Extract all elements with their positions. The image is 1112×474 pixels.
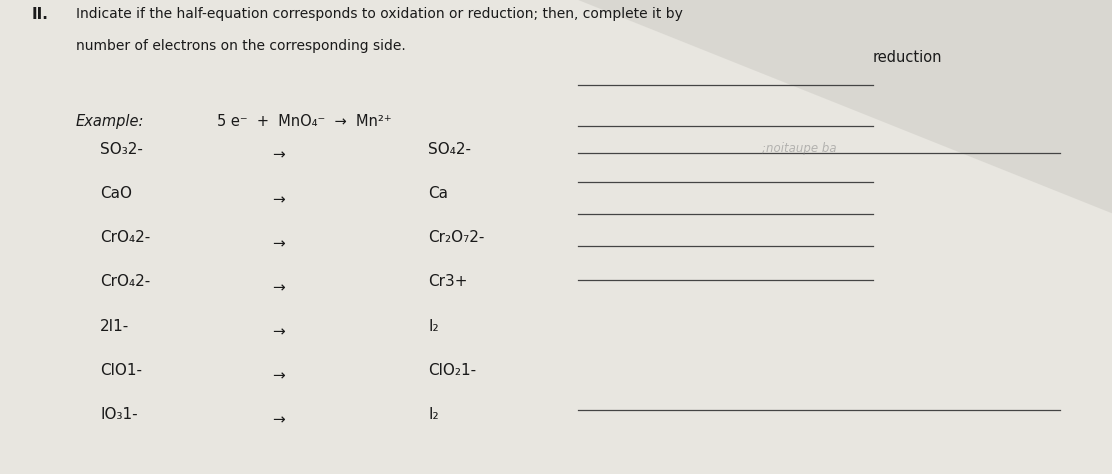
Text: →: → — [272, 280, 285, 295]
Text: ClO1-: ClO1- — [100, 363, 142, 378]
Text: →: → — [272, 236, 285, 251]
Text: Indicate if the half-equation corresponds to oxidation or reduction; then, compl: Indicate if the half-equation correspond… — [76, 7, 683, 21]
Text: ;noitaupe ba: ;noitaupe ba — [762, 142, 836, 155]
Text: number of electrons on the corresponding side.: number of electrons on the corresponding… — [76, 39, 406, 53]
Text: →: → — [272, 148, 285, 163]
Text: →: → — [272, 192, 285, 207]
Text: I₂: I₂ — [428, 407, 439, 422]
Text: Cr₂O₇2-: Cr₂O₇2- — [428, 230, 485, 246]
Text: →: → — [272, 368, 285, 383]
Text: IO₃1-: IO₃1- — [100, 407, 138, 422]
Text: II.: II. — [31, 7, 48, 22]
Text: →: → — [272, 412, 285, 428]
Text: Ca: Ca — [428, 186, 448, 201]
Text: CrO₄2-: CrO₄2- — [100, 274, 150, 290]
Text: Cr3+: Cr3+ — [428, 274, 468, 290]
Text: reduction: reduction — [873, 50, 943, 65]
Text: 5 e⁻  +  MnO₄⁻  →  Mn²⁺: 5 e⁻ + MnO₄⁻ → Mn²⁺ — [217, 114, 391, 129]
Text: 2I1-: 2I1- — [100, 319, 129, 334]
Text: →: → — [272, 324, 285, 339]
Polygon shape — [578, 0, 1112, 213]
Text: ClO₂1-: ClO₂1- — [428, 363, 476, 378]
Text: I₂: I₂ — [428, 319, 439, 334]
Text: SO₃2-: SO₃2- — [100, 142, 143, 157]
Text: SO₄2-: SO₄2- — [428, 142, 471, 157]
Text: Example:: Example: — [76, 114, 143, 129]
Text: CrO₄2-: CrO₄2- — [100, 230, 150, 246]
Text: CaO: CaO — [100, 186, 132, 201]
